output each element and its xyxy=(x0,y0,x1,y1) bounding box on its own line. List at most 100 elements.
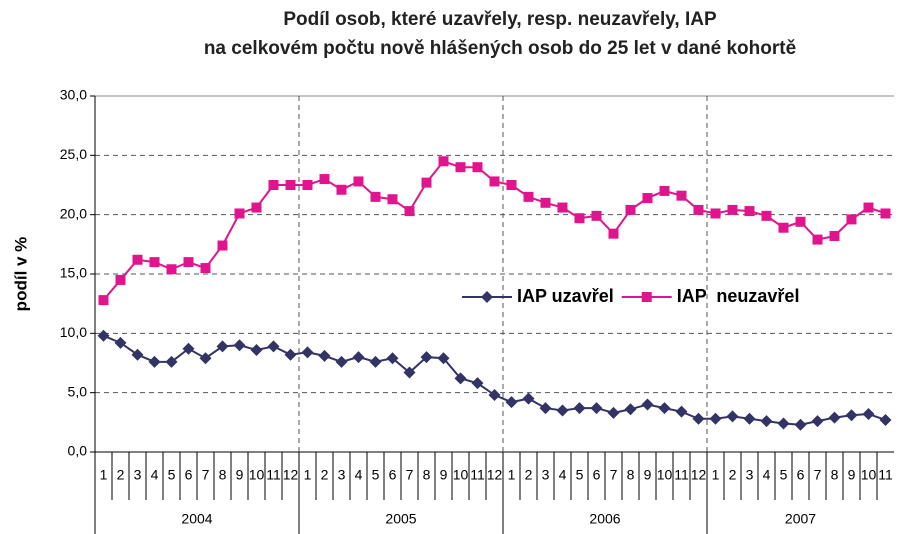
x-tick-label: 11 xyxy=(266,467,281,483)
x-tick-label: 11 xyxy=(674,467,689,483)
x-tick-label: 6 xyxy=(593,467,601,483)
x-tick-label: 11 xyxy=(878,467,893,483)
data-point xyxy=(421,177,432,188)
x-tick-label: 2 xyxy=(321,467,329,483)
data-point xyxy=(488,389,501,402)
data-point xyxy=(302,180,313,190)
data-point xyxy=(539,402,552,415)
data-point xyxy=(608,228,619,239)
data-point xyxy=(676,190,687,201)
data-point xyxy=(811,415,824,428)
data-point xyxy=(336,184,347,195)
data-point xyxy=(234,208,245,219)
data-point xyxy=(251,202,262,213)
data-point xyxy=(828,411,841,424)
data-point xyxy=(557,202,568,213)
data-point xyxy=(115,274,126,285)
x-tick-label: 5 xyxy=(168,467,176,483)
data-point xyxy=(727,204,738,215)
y-tick-label: 20,0 xyxy=(60,205,87,221)
x-tick-label: 7 xyxy=(610,467,618,483)
data-point xyxy=(183,257,194,268)
x-tick-label: 10 xyxy=(657,467,673,483)
data-point xyxy=(692,412,705,425)
data-point xyxy=(250,343,263,356)
data-point xyxy=(132,254,143,265)
legend-label: IAP neuzavřel xyxy=(677,286,800,306)
data-point xyxy=(812,234,823,245)
x-tick-label: 12 xyxy=(487,467,503,483)
x-tick-label: 8 xyxy=(423,467,431,483)
y-axis-label: podíl v % xyxy=(11,237,30,312)
y-tick-label: 0,0 xyxy=(68,443,88,459)
data-point xyxy=(625,204,636,215)
data-point xyxy=(199,352,212,365)
data-point xyxy=(420,351,433,364)
data-point xyxy=(471,377,484,390)
x-tick-label: 4 xyxy=(763,467,771,483)
data-point xyxy=(301,346,314,359)
x-tick-label: 11 xyxy=(470,467,485,483)
data-point xyxy=(505,396,518,409)
x-tick-label: 3 xyxy=(542,467,550,483)
data-point xyxy=(386,352,399,365)
x-tick-label: 7 xyxy=(814,467,822,483)
x-tick-label: 6 xyxy=(185,467,193,483)
data-point xyxy=(233,339,246,352)
data-point xyxy=(217,240,228,251)
data-point xyxy=(285,180,296,190)
data-point xyxy=(845,409,858,422)
x-tick-label: 6 xyxy=(797,467,805,483)
data-point xyxy=(114,336,127,349)
data-point xyxy=(693,204,704,215)
year-label: 2004 xyxy=(181,511,212,527)
data-point xyxy=(556,404,569,417)
data-point xyxy=(863,202,874,213)
data-point xyxy=(590,402,603,415)
data-point xyxy=(523,191,534,202)
y-tick-label: 10,0 xyxy=(60,324,87,340)
data-point xyxy=(744,206,755,217)
x-tick-label: 4 xyxy=(151,467,159,483)
x-tick-label: 10 xyxy=(249,467,265,483)
x-tick-label: 9 xyxy=(848,467,856,483)
data-point xyxy=(743,412,756,425)
data-point xyxy=(182,342,195,355)
data-point xyxy=(862,408,875,421)
data-point xyxy=(846,214,857,225)
data-point xyxy=(829,231,840,242)
data-point xyxy=(437,352,450,365)
x-tick-label: 8 xyxy=(219,467,227,483)
x-tick-label: 8 xyxy=(831,467,839,483)
data-point xyxy=(404,206,415,217)
year-label: 2005 xyxy=(385,511,416,527)
x-tick-label: 9 xyxy=(236,467,244,483)
data-point xyxy=(777,417,790,430)
data-point xyxy=(879,413,892,426)
x-tick-label: 2 xyxy=(117,467,125,483)
y-tick-label: 5,0 xyxy=(68,383,88,399)
data-point xyxy=(489,176,500,187)
data-point xyxy=(726,410,739,423)
data-point xyxy=(369,355,382,368)
x-tick-label: 4 xyxy=(355,467,363,483)
data-point xyxy=(472,162,483,173)
x-tick-label: 5 xyxy=(576,467,584,483)
data-point xyxy=(709,412,722,425)
legend-label: IAP uzavřel xyxy=(517,286,614,306)
x-tick-label: 2 xyxy=(525,467,533,483)
chart-subtitle: na celkovém počtu nově hlášených osob do… xyxy=(204,38,796,59)
data-point xyxy=(148,355,161,368)
data-point xyxy=(149,257,160,268)
x-tick-label: 10 xyxy=(453,467,469,483)
data-point xyxy=(760,415,773,428)
year-label: 2007 xyxy=(785,511,816,527)
data-point xyxy=(98,295,109,306)
data-point xyxy=(335,355,348,368)
data-point xyxy=(319,174,330,185)
x-tick-label: 2 xyxy=(729,467,737,483)
data-point xyxy=(794,418,807,431)
data-point xyxy=(352,351,365,364)
y-tick-label: 30,0 xyxy=(60,87,87,103)
